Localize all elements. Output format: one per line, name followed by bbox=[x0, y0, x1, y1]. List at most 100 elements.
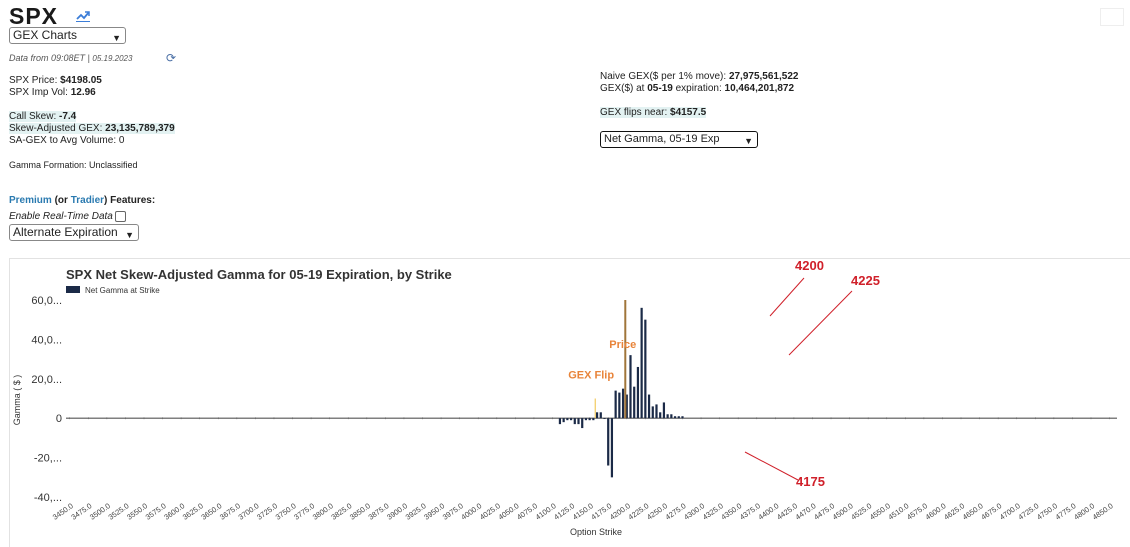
y-tick-label: -20,... bbox=[34, 453, 62, 465]
x-tick-label: 4700.0 bbox=[998, 501, 1022, 522]
call-skew-label: Call Skew: bbox=[9, 111, 60, 122]
callout-line-4200 bbox=[769, 277, 805, 317]
bar bbox=[633, 386, 636, 419]
callout-line-4175 bbox=[744, 451, 799, 481]
bar bbox=[666, 414, 669, 419]
x-tick-label: 4725.0 bbox=[1016, 501, 1040, 522]
bar bbox=[651, 406, 654, 419]
gamma-select-value: Net Gamma, 05-19 Exp bbox=[604, 133, 720, 145]
premium-link[interactable]: Premium bbox=[9, 195, 52, 206]
call-skew: Call Skew: -7.4 bbox=[9, 111, 77, 122]
x-tick-label: 3900.0 bbox=[385, 501, 409, 522]
bar bbox=[629, 355, 632, 419]
premium-or-text: (or bbox=[51, 195, 71, 206]
bar bbox=[610, 418, 614, 478]
sa-gex-avg-label: SA-GEX to Avg Volume: bbox=[9, 135, 119, 146]
callout-4175: 4175 bbox=[796, 474, 825, 489]
x-tick-label: 4300.0 bbox=[682, 501, 706, 522]
legend-label: Net Gamma at Strike bbox=[85, 286, 160, 295]
realtime-label: Enable Real-Time Data bbox=[9, 211, 113, 223]
x-tick-label: 4375.0 bbox=[738, 501, 762, 522]
x-tick-label: 3975.0 bbox=[441, 501, 465, 522]
naive-gex-value: 27,975,561,522 bbox=[728, 71, 799, 82]
bar bbox=[681, 416, 684, 419]
realtime-checkbox[interactable] bbox=[114, 211, 126, 222]
chart-type-select-value: GEX Charts bbox=[13, 28, 78, 42]
x-tick-label: 4775.0 bbox=[1054, 501, 1078, 522]
bar bbox=[644, 319, 647, 419]
x-tick-label: 4050.0 bbox=[497, 501, 521, 522]
features-label: ) Features: bbox=[104, 195, 156, 206]
x-tick-label: 3525.0 bbox=[107, 501, 131, 522]
gamma-expiration-select[interactable]: Net Gamma, 05-19 Exp ▼ bbox=[600, 131, 758, 148]
chart-type-select[interactable]: GEX Charts ▼ bbox=[9, 27, 126, 44]
bar bbox=[621, 388, 625, 419]
x-tick-label: 4470.0 bbox=[794, 501, 818, 522]
refresh-icon[interactable]: ⟳ bbox=[166, 51, 177, 65]
sa-gex-avg-volume: SA-GEX to Avg Volume: 0 bbox=[9, 135, 124, 146]
x-tick-label: 3575.0 bbox=[144, 501, 168, 522]
top-right-box bbox=[1100, 8, 1124, 26]
x-tick-label: 4350.0 bbox=[719, 501, 743, 522]
bar bbox=[662, 402, 666, 419]
y-tick-label: -40,... bbox=[34, 492, 62, 504]
x-tick-label: 3625.0 bbox=[181, 501, 205, 522]
x-tick-label: 3875.0 bbox=[367, 501, 391, 522]
x-tick-label: 4525.0 bbox=[849, 501, 873, 522]
naive-gex: Naive GEX($ per 1% move): 27,975,561,522 bbox=[600, 71, 798, 82]
x-tick-label: 3775.0 bbox=[292, 501, 316, 522]
x-tick-label: 3950.0 bbox=[422, 501, 446, 522]
gex-bar-chart: SPX Net Skew-Adjusted Gamma for 05-19 Ex… bbox=[12, 258, 1117, 537]
legend-swatch bbox=[66, 286, 80, 293]
x-tick-label: 4325.0 bbox=[701, 501, 725, 522]
x-tick-label: 4150.0 bbox=[571, 501, 595, 522]
callout-line-4225 bbox=[788, 290, 853, 356]
tradier-link[interactable]: Tradier bbox=[70, 195, 105, 206]
x-tick-label: 3700.0 bbox=[237, 501, 261, 522]
bar bbox=[647, 394, 651, 419]
bar bbox=[569, 418, 573, 421]
x-tick-label: 3650.0 bbox=[199, 501, 223, 522]
x-tick-label: 4475.0 bbox=[812, 501, 836, 522]
spx-imp-vol-label: SPX Imp Vol: bbox=[9, 87, 71, 98]
x-tick-label: 4650.0 bbox=[961, 501, 985, 522]
x-tick-label: 4200.0 bbox=[608, 501, 632, 522]
chevron-down-icon: ▼ bbox=[112, 33, 121, 43]
bar bbox=[595, 412, 599, 419]
trend-chart-icon[interactable] bbox=[76, 10, 90, 22]
bar bbox=[599, 412, 602, 419]
bar bbox=[584, 418, 588, 421]
chevron-down-icon: ▼ bbox=[744, 136, 753, 146]
x-tick-label: 4550.0 bbox=[868, 501, 892, 522]
y-tick-label: 0 bbox=[56, 413, 62, 425]
realtime-data-option: Enable Real-Time Data bbox=[9, 211, 126, 222]
x-tick-label: 4100.0 bbox=[534, 501, 558, 522]
x-tick-label: 4750.0 bbox=[1035, 501, 1059, 522]
bar bbox=[592, 418, 595, 421]
bar bbox=[625, 394, 628, 419]
alternate-expiration-select[interactable]: Alternate Expiration ▼ bbox=[9, 224, 139, 241]
y-tick-label: 60,0... bbox=[31, 295, 62, 307]
bar bbox=[659, 412, 662, 419]
gex-exp-date: 05-19 bbox=[647, 83, 673, 94]
ticker-symbol: SPX bbox=[9, 3, 59, 29]
x-tick-label: 4850.0 bbox=[1091, 501, 1115, 522]
bar bbox=[566, 418, 569, 421]
x-tick-label: 3500.0 bbox=[88, 501, 112, 522]
x-tick-label: 4025.0 bbox=[478, 501, 502, 522]
bar bbox=[581, 418, 584, 429]
call-skew-value: -7.4 bbox=[59, 111, 77, 122]
gex-at-expiration: GEX($) at 05-19 expiration: 10,464,201,8… bbox=[600, 83, 794, 94]
bar bbox=[636, 366, 640, 419]
y-tick-label: 40,0... bbox=[31, 334, 62, 346]
x-tick-label: 4500.0 bbox=[831, 501, 855, 522]
x-tick-label: 3475.0 bbox=[69, 501, 93, 522]
skew-adjusted-gex-label: Skew-Adjusted GEX: bbox=[9, 123, 106, 134]
sa-gex-avg-value: 0 bbox=[118, 135, 125, 146]
bar bbox=[603, 418, 606, 420]
spx-price-label: SPX Price: bbox=[9, 75, 61, 86]
x-tick-label: 4800.0 bbox=[1072, 501, 1096, 522]
gex-flip-marker-label: GEX Flip bbox=[568, 370, 614, 382]
gex-flip-value: $4157.5 bbox=[670, 107, 707, 118]
x-tick-label: 4250.0 bbox=[645, 501, 669, 522]
